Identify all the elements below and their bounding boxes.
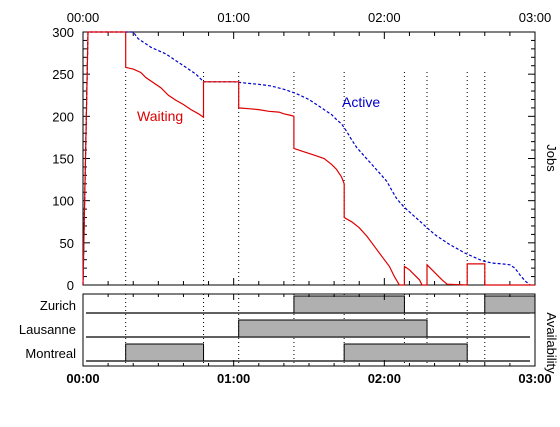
bottom-x-tick-label-0: 00:00	[66, 371, 99, 386]
top-x-tick-labels: 00:00 01:00 02:00 03:00	[67, 10, 552, 25]
availability-bar-zurich-0	[293, 295, 405, 314]
series-line-waiting	[82, 31, 535, 286]
y-axis-label-jobs: Jobs	[544, 144, 559, 172]
bottom-x-tick-label-2: 02:00	[368, 371, 401, 386]
jobs-axis-ticks	[82, 31, 536, 286]
y-tick-label-6: 300	[52, 25, 74, 40]
row-label-lausanne: Lausanne	[19, 322, 76, 337]
y-tick-labels: 0 50 100 150 200 250 300	[52, 25, 74, 293]
availability-panel: Zurich Lausanne Montreal 00:00 01:00 02:00 03…	[19, 293, 559, 386]
y-tick-label-2: 100	[52, 194, 74, 209]
series-line-active	[82, 31, 531, 286]
availability-bar-montreal-0	[125, 343, 205, 362]
series-label-active: Active	[342, 94, 380, 110]
row-label-montreal: Montreal	[25, 346, 76, 361]
availability-bar-zurich-1	[484, 295, 536, 314]
top-x-tick-label-0: 00:00	[67, 10, 100, 25]
y-tick-label-0: 0	[67, 278, 74, 293]
y-tick-label-3: 150	[52, 152, 74, 167]
y-axis-label-availability: Availability	[544, 312, 559, 374]
series-label-waiting: Waiting	[137, 108, 183, 124]
y-tick-label-1: 50	[60, 236, 74, 251]
availability-bar-montreal-1	[343, 343, 468, 362]
y-tick-label-5: 250	[52, 67, 74, 82]
top-x-tick-label-2: 02:00	[368, 10, 401, 25]
top-x-tick-label-3: 03:00	[519, 10, 552, 25]
availability-change-markers	[125, 72, 486, 285]
y-tick-label-4: 200	[52, 109, 74, 124]
availability-rows: Zurich Lausanne Montreal	[19, 295, 536, 362]
jobs-panel: 00:00 01:00 02:00 03:00 050100150200250300 …	[52, 10, 559, 293]
bottom-x-tick-label-1: 01:00	[217, 371, 250, 386]
bottom-x-tick-labels: 00:00 01:00 02:00 03:00	[66, 371, 551, 386]
availability-bar-lausanne-0	[238, 319, 428, 338]
series-lines	[82, 31, 535, 286]
row-label-zurich: Zurich	[40, 298, 76, 313]
top-x-tick-label-1: 01:00	[217, 10, 250, 25]
jobs-plot-frame	[82, 31, 536, 286]
bottom-x-tick-label-3: 03:00	[518, 371, 551, 386]
availability-axis-ticks	[82, 294, 536, 366]
